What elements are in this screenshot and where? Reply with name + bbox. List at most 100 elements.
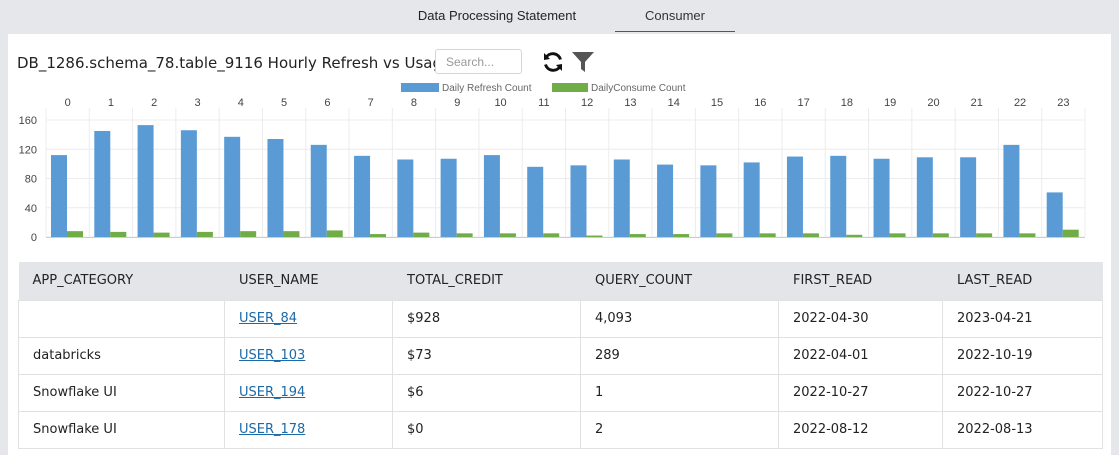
bar-refresh[interactable] [786, 156, 803, 237]
bar-refresh[interactable] [51, 155, 67, 237]
bar-consume[interactable] [110, 231, 127, 237]
y-tick-label: 40 [25, 203, 37, 215]
cell-last-read: 2022-10-27 [942, 373, 1103, 412]
bar-consume[interactable] [1019, 233, 1036, 237]
user-link[interactable]: USER_84 [239, 311, 298, 326]
search-input[interactable] [435, 49, 522, 74]
x-tick-label: 1 [108, 97, 114, 109]
bar-refresh[interactable] [916, 157, 933, 237]
x-tick-label: 0 [65, 97, 71, 109]
bar-consume[interactable] [976, 233, 993, 237]
bar-consume[interactable] [759, 233, 776, 237]
table-row: Snowflake UI USER_194 $6 1 2022-10-27 20… [18, 373, 1103, 412]
x-tick-label: 2 [151, 97, 157, 109]
bar-refresh[interactable] [1003, 144, 1020, 237]
column-header-user-name[interactable]: USER_NAME [224, 262, 393, 300]
bar-consume[interactable] [413, 232, 430, 237]
column-header-app-category[interactable]: APP_CATEGORY [18, 262, 225, 300]
bar-consume[interactable] [629, 234, 646, 237]
filter-icon[interactable] [571, 50, 595, 74]
x-tick-label: 7 [368, 97, 374, 109]
bar-consume[interactable] [499, 233, 516, 237]
x-tick-label: 5 [281, 97, 287, 109]
cell-query-count: 1 [580, 373, 779, 412]
cell-query-count: 4,093 [580, 299, 779, 338]
bar-chart: Daily Refresh Count DailyConsume Count 0… [19, 83, 1086, 244]
bar-consume[interactable] [1062, 229, 1079, 237]
column-header-last-read[interactable]: LAST_READ [942, 262, 1103, 300]
tab-consumer[interactable]: Consumer [615, 8, 735, 32]
consumer-table: APP_CATEGORY USER_NAME TOTAL_CREDIT QUER… [18, 262, 1103, 449]
bar-refresh[interactable] [397, 159, 414, 237]
cell-query-count: 2 [580, 410, 779, 449]
cell-user-name: USER_194 [224, 373, 393, 412]
bar-refresh[interactable] [527, 166, 544, 237]
x-tick-label: 12 [581, 97, 593, 109]
y-tick-label: 160 [19, 115, 37, 127]
column-header-query-count[interactable]: QUERY_COUNT [580, 262, 779, 300]
bar-refresh[interactable] [1046, 192, 1063, 237]
column-header-total-credit[interactable]: TOTAL_CREDIT [392, 262, 581, 300]
refresh-icon[interactable] [541, 50, 565, 74]
legend-swatch-consume [552, 83, 588, 92]
bar-refresh[interactable] [830, 155, 847, 237]
cell-user-name: USER_178 [224, 410, 393, 449]
bar-consume[interactable] [889, 233, 906, 237]
bar-refresh[interactable] [137, 125, 154, 237]
bar-refresh[interactable] [570, 165, 587, 237]
x-tick-label: 16 [754, 97, 766, 109]
tab-data-processing-statement[interactable]: Data Processing Statement [417, 8, 577, 23]
bar-refresh[interactable] [224, 136, 241, 237]
bar-consume[interactable] [153, 232, 170, 237]
user-link[interactable]: USER_194 [239, 385, 306, 400]
bar-refresh[interactable] [873, 158, 890, 237]
x-tick-label: 13 [624, 97, 636, 109]
bar-refresh[interactable] [613, 159, 630, 237]
bar-refresh[interactable] [743, 162, 760, 237]
bar-consume[interactable] [543, 233, 560, 237]
bar-refresh[interactable] [267, 139, 284, 237]
cell-app-category [18, 299, 225, 338]
bar-consume[interactable] [673, 234, 690, 237]
x-tick-label: 21 [971, 97, 983, 109]
x-tick-label: 15 [711, 97, 723, 109]
column-header-first-read[interactable]: FIRST_READ [778, 262, 943, 300]
bar-consume[interactable] [283, 231, 300, 237]
bar-refresh[interactable] [700, 165, 717, 237]
bar-consume[interactable] [196, 231, 213, 237]
bar-consume[interactable] [240, 231, 257, 237]
cell-user-name: USER_103 [224, 336, 393, 375]
cell-first-read: 2022-04-01 [778, 336, 943, 375]
bar-refresh[interactable] [440, 158, 457, 237]
bar-consume[interactable] [846, 234, 863, 237]
bar-consume[interactable] [456, 233, 473, 237]
bar-refresh[interactable] [180, 130, 197, 237]
legend-label-consume: DailyConsume Count [591, 83, 686, 94]
x-tick-label: 3 [194, 97, 200, 109]
bar-consume[interactable] [67, 231, 83, 237]
x-tick-label: 17 [797, 97, 809, 109]
bar-refresh[interactable] [354, 155, 371, 237]
x-tick-label: 20 [927, 97, 939, 109]
cell-app-category: databricks [18, 336, 225, 375]
cell-last-read: 2022-10-19 [942, 336, 1103, 375]
x-tick-label: 9 [454, 97, 460, 109]
bar-refresh[interactable] [310, 144, 327, 237]
user-link[interactable]: USER_178 [239, 422, 306, 437]
cell-app-category: Snowflake UI [18, 373, 225, 412]
bar-refresh[interactable] [960, 157, 977, 237]
bar-refresh[interactable] [657, 164, 674, 237]
bar-consume[interactable] [370, 234, 387, 237]
bar-consume[interactable] [802, 233, 819, 237]
bar-refresh[interactable] [483, 155, 500, 237]
bar-consume[interactable] [586, 235, 603, 237]
bar-consume[interactable] [326, 230, 343, 237]
cell-last-read: 2023-04-21 [942, 299, 1103, 338]
user-link[interactable]: USER_103 [239, 348, 306, 363]
legend-label-refresh: Daily Refresh Count [442, 83, 532, 94]
cell-first-read: 2022-04-30 [778, 299, 943, 338]
tab-bar: Data Processing Statement Consumer [0, 0, 1119, 34]
bar-refresh[interactable] [94, 130, 111, 237]
bar-consume[interactable] [716, 233, 733, 237]
bar-consume[interactable] [932, 233, 949, 237]
